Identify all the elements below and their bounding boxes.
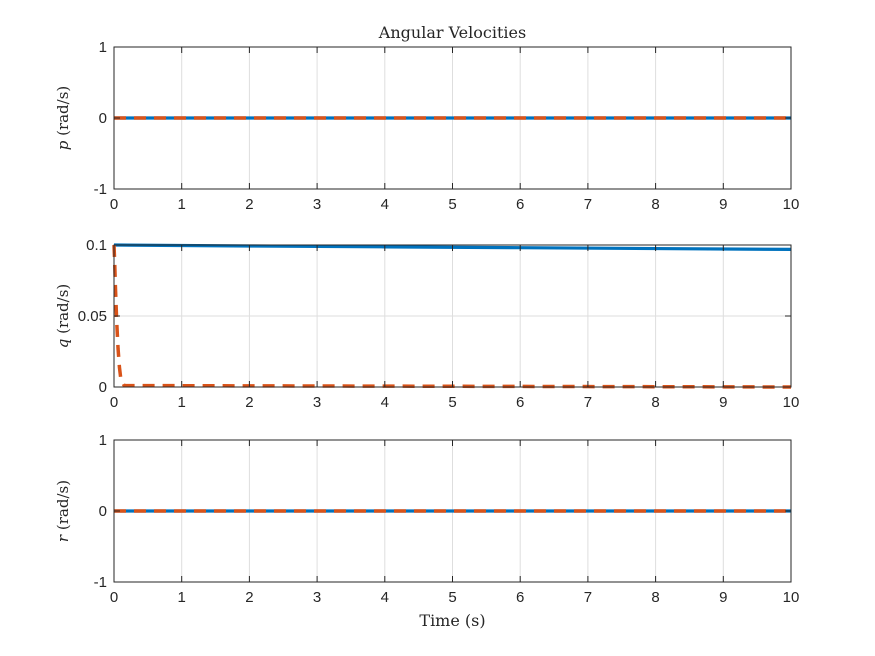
y-axis-unit: (rad/s) (54, 86, 72, 141)
x-tick-label: 10 (783, 589, 800, 606)
x-tick-label: 3 (313, 196, 321, 213)
y-tick-label: 1 (99, 39, 107, 56)
x-tick-label: 2 (245, 589, 253, 606)
x-tick-label: 3 (313, 394, 321, 411)
x-tick-label: 1 (178, 589, 186, 606)
y-axis-label: p (rad/s) (54, 86, 72, 151)
x-tick-label: 1 (178, 196, 186, 213)
x-tick-label: 6 (516, 394, 524, 411)
x-tick-label: 1 (178, 394, 186, 411)
x-tick-label: 7 (584, 589, 592, 606)
x-tick-label: 7 (584, 394, 592, 411)
x-tick-label: 10 (783, 394, 800, 411)
x-tick-label: 2 (245, 196, 253, 213)
chart-title: Angular Velocities (378, 23, 526, 42)
x-tick-label: 10 (783, 196, 800, 213)
x-tick-label: 0 (110, 589, 118, 606)
series-line-2 (112, 244, 792, 389)
y-axis-label: r (rad/s) (54, 480, 72, 542)
x-tick-label: 0 (110, 394, 118, 411)
x-axis-label: Time (s) (419, 611, 485, 630)
panel-q: 0 1 2 3 4 5 6 7 8 9 10 0 0.05 0.1 q (rad/s) (54, 237, 799, 411)
y-tick-label: 0 (99, 110, 107, 127)
x-tick-label: 9 (719, 196, 727, 213)
x-tick-label: 6 (516, 589, 524, 606)
y-tick-label: 0.1 (86, 237, 107, 254)
x-tick-label: 9 (719, 589, 727, 606)
y-tick-label: 0 (99, 379, 107, 396)
x-tick-label: 9 (719, 394, 727, 411)
x-tick-label: 0 (110, 196, 118, 213)
x-tick-label: 6 (516, 196, 524, 213)
y-axis-symbol: r (54, 534, 72, 542)
x-tick-label: 5 (448, 196, 456, 213)
x-tick-label: 7 (584, 196, 592, 213)
y-axis-unit: (rad/s) (54, 284, 72, 339)
x-tick-label: 2 (245, 394, 253, 411)
y-axis-label: q (rad/s) (54, 284, 72, 349)
x-tick-label: 8 (651, 394, 659, 411)
x-tick-label: 8 (651, 196, 659, 213)
y-tick-label: 0 (99, 503, 107, 520)
x-tick-label: 4 (381, 196, 389, 213)
y-axis-symbol: q (54, 339, 72, 349)
x-tick-label: 5 (448, 589, 456, 606)
x-tick-label: 4 (381, 589, 389, 606)
y-axis-symbol: p (54, 140, 72, 150)
y-tick-label: -1 (94, 574, 107, 591)
y-axis-unit: (rad/s) (54, 480, 72, 535)
x-tick-label: 8 (651, 589, 659, 606)
x-tick-label: 5 (448, 394, 456, 411)
x-tick-label: 4 (381, 394, 389, 411)
x-tick-label: 3 (313, 589, 321, 606)
y-tick-label: 0.05 (78, 308, 107, 325)
y-tick-label: -1 (94, 181, 107, 198)
y-tick-label: 1 (99, 432, 107, 449)
